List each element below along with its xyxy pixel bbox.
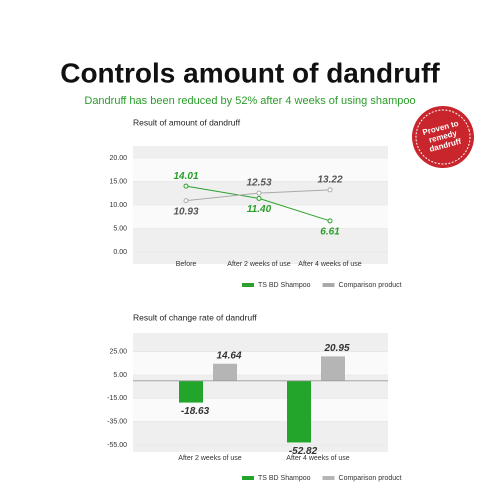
chart-title: Result of amount of dandruff xyxy=(133,117,241,127)
plot-band xyxy=(133,398,388,422)
data-label: 6.61 xyxy=(320,227,340,238)
plot-band xyxy=(133,205,388,229)
subtitle: Dandruff has been reduced by 52% after 4… xyxy=(84,95,415,107)
x-tick-label: After 4 weeks of use xyxy=(286,455,350,462)
y-tick-label: 10.00 xyxy=(109,202,127,209)
badge-circle xyxy=(412,106,474,168)
y-tick-label: 5.00 xyxy=(113,372,127,379)
point xyxy=(183,183,189,189)
point xyxy=(327,218,333,224)
data-label: 20.95 xyxy=(323,343,349,354)
plot-band xyxy=(133,158,388,182)
y-tick-label: 5.00 xyxy=(113,225,127,232)
legend-label: TS BD Shampoo xyxy=(258,475,311,482)
point xyxy=(256,190,262,196)
bar xyxy=(179,380,203,403)
point xyxy=(183,198,189,204)
x-tick-label: Before xyxy=(176,261,197,268)
x-tick-label: After 4 weeks of use xyxy=(298,261,362,268)
y-tick-label: 20.00 xyxy=(109,155,127,162)
point xyxy=(256,195,262,201)
legend-label: TS BD Shampoo xyxy=(258,282,311,289)
y-tick-label: -55.00 xyxy=(107,442,127,449)
y-tick-label: -35.00 xyxy=(107,419,127,426)
bar xyxy=(213,363,237,381)
legend-swatch xyxy=(322,283,335,287)
plot-band xyxy=(133,351,388,375)
bar xyxy=(321,356,345,381)
y-tick-label: 25.00 xyxy=(109,349,127,356)
data-label: -52.82 xyxy=(289,446,318,457)
badge: Proven to remedy dandruff xyxy=(412,106,474,168)
plot-background xyxy=(133,333,388,452)
bar xyxy=(287,380,311,443)
legend-swatch xyxy=(242,283,254,287)
y-tick-label: -15.00 xyxy=(107,395,127,402)
legend-label: Comparison product xyxy=(339,282,402,289)
y-tick-label: 0.00 xyxy=(113,249,127,256)
chart-title: Result of change rate of dandruff xyxy=(133,312,257,322)
y-tick-label: 15.00 xyxy=(109,178,127,185)
data-label: -18.63 xyxy=(181,406,210,417)
point xyxy=(327,187,333,193)
legend-swatch xyxy=(242,476,254,480)
legend-label: Comparison product xyxy=(339,475,402,482)
data-label: 11.40 xyxy=(247,204,272,215)
legend-swatch xyxy=(322,476,335,480)
x-tick-label: After 2 weeks of use xyxy=(227,261,291,268)
data-label: 14.01 xyxy=(173,171,198,182)
title: Controls amount of dandruff xyxy=(60,57,440,88)
data-label: 14.64 xyxy=(216,350,241,361)
badge-ring xyxy=(415,109,471,165)
data-label: 12.53 xyxy=(246,178,271,189)
data-label: 10.93 xyxy=(173,206,198,217)
data-label: 13.22 xyxy=(317,175,342,186)
x-tick-label: After 2 weeks of use xyxy=(178,455,242,462)
